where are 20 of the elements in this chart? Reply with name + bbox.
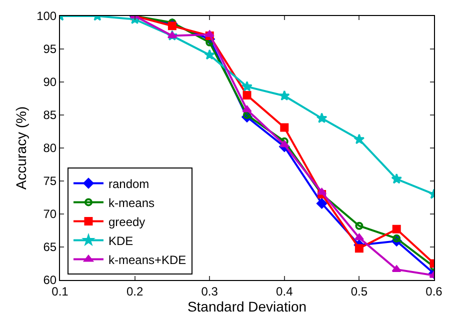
legend-label: k-means bbox=[108, 196, 154, 210]
legend-label: k-means+KDE bbox=[108, 252, 186, 267]
x-tick-label: 0.3 bbox=[201, 284, 218, 298]
y-tick-label: 90 bbox=[43, 75, 57, 90]
legend-label: greedy bbox=[108, 214, 146, 229]
legend-label: KDE bbox=[108, 234, 134, 248]
x-tick-label: 0.2 bbox=[126, 284, 144, 298]
y-tick-label: 75 bbox=[43, 174, 57, 188]
y-tick-label: 65 bbox=[43, 240, 57, 254]
y-tick-label: 70 bbox=[43, 207, 57, 222]
y-tick-label: 95 bbox=[43, 42, 57, 56]
y-axis-title: Accuracy (%) bbox=[13, 106, 30, 190]
x-tick-label: 0.5 bbox=[350, 284, 368, 298]
x-tick-label: 0.4 bbox=[276, 284, 294, 298]
x-axis-title: Standard Deviation bbox=[187, 298, 307, 315]
x-tick-label: 0.6 bbox=[426, 284, 443, 298]
y-tick-label: 80 bbox=[43, 141, 57, 156]
legend-label: random bbox=[108, 176, 150, 191]
y-tick-label: 100 bbox=[36, 9, 57, 24]
y-tick-label: 85 bbox=[43, 108, 57, 122]
